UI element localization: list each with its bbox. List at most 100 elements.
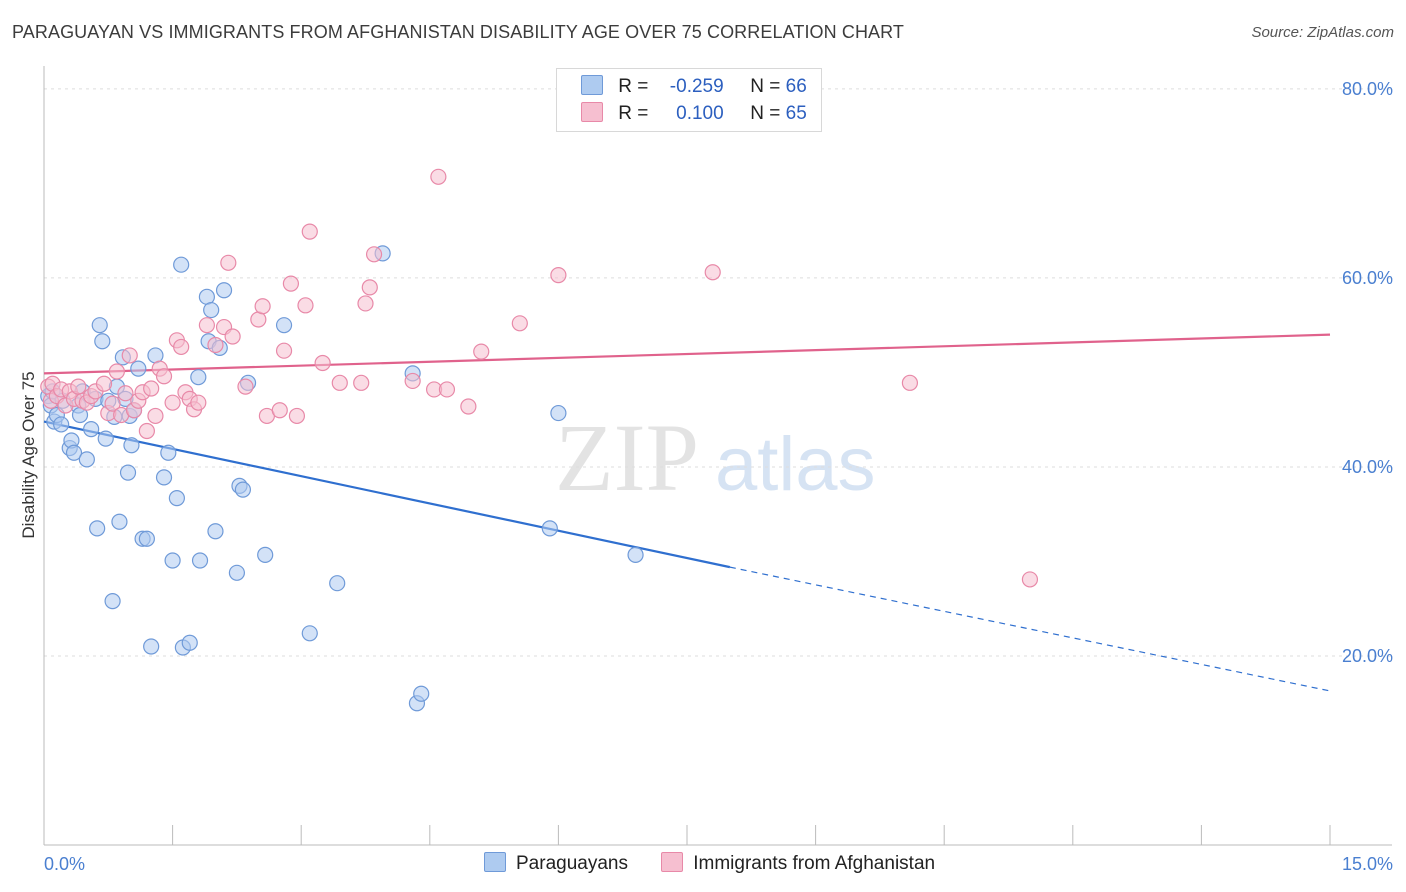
data-point-paraguayans bbox=[627, 546, 644, 563]
pink-swatch-icon bbox=[661, 852, 684, 872]
y-tick-label: 60.0% bbox=[1342, 268, 1393, 288]
y-axis-label: Disability Age Over 75 bbox=[19, 371, 38, 538]
data-point-afghanistan bbox=[301, 223, 318, 240]
data-point-afghanistan bbox=[70, 378, 87, 395]
r-value: -0.259 bbox=[669, 76, 724, 97]
data-point-afghanistan bbox=[275, 342, 293, 359]
data-point-paraguayans bbox=[190, 369, 207, 386]
data-point-paraguayans bbox=[65, 444, 83, 461]
legend-label-paraguayans: Paraguayans bbox=[516, 853, 628, 874]
blue-swatch-icon bbox=[484, 852, 506, 872]
stats-legend: R = -0.259 N = 66 R = 0.100 N = 65 bbox=[556, 68, 822, 132]
trend-line-paraguayans bbox=[43, 420, 731, 569]
data-point-paraguayans bbox=[215, 282, 233, 299]
n-label: N = bbox=[750, 76, 781, 97]
series-legend: Paraguayans Immigrants from Afghanistan bbox=[484, 852, 963, 875]
data-point-afghanistan bbox=[108, 363, 125, 380]
data-point-afghanistan bbox=[121, 347, 138, 364]
data-point-afghanistan bbox=[224, 328, 241, 345]
data-point-afghanistan bbox=[95, 375, 113, 392]
data-point-afghanistan bbox=[361, 279, 378, 296]
data-point-paraguayans bbox=[550, 404, 567, 422]
y-tick-label: 20.0% bbox=[1342, 646, 1393, 666]
data-point-afghanistan bbox=[147, 407, 164, 425]
series-afghanistan bbox=[40, 168, 1039, 588]
data-point-afghanistan bbox=[173, 338, 190, 356]
data-point-paraguayans bbox=[130, 360, 147, 377]
source-credit: Source: ZipAtlas.com bbox=[1251, 24, 1394, 41]
grid-lines bbox=[44, 88, 1392, 657]
data-point-paraguayans bbox=[203, 301, 220, 319]
data-point-afghanistan bbox=[138, 422, 155, 440]
data-point-paraguayans bbox=[94, 333, 111, 350]
data-point-afghanistan bbox=[357, 295, 374, 312]
data-point-paraguayans bbox=[168, 490, 185, 507]
data-point-afghanistan bbox=[314, 354, 331, 372]
data-point-afghanistan bbox=[237, 378, 254, 395]
data-point-paraguayans bbox=[83, 421, 100, 438]
x-tick-label: 15.0% bbox=[1342, 854, 1393, 874]
data-point-afghanistan bbox=[365, 246, 383, 263]
svg-text:ZIP: ZIP bbox=[555, 404, 699, 511]
data-point-paraguayans bbox=[329, 575, 346, 592]
data-point-paraguayans bbox=[234, 481, 252, 498]
n-value: 65 bbox=[785, 103, 807, 124]
data-point-afghanistan bbox=[207, 336, 224, 354]
data-point-paraguayans bbox=[541, 520, 558, 537]
data-point-paraguayans bbox=[181, 634, 198, 651]
data-point-afghanistan bbox=[143, 380, 160, 397]
data-point-afghanistan bbox=[297, 297, 314, 314]
data-point-afghanistan bbox=[220, 254, 237, 271]
series-paraguayans bbox=[40, 245, 644, 712]
n-value: 66 bbox=[785, 76, 807, 97]
data-point-afghanistan bbox=[704, 264, 721, 281]
data-point-paraguayans bbox=[173, 256, 190, 273]
legend-row-afghanistan: R = 0.100 N = 65 bbox=[581, 102, 807, 126]
data-point-paraguayans bbox=[301, 625, 318, 642]
data-point-afghanistan bbox=[282, 275, 300, 292]
data-point-afghanistan bbox=[430, 168, 447, 185]
data-point-paraguayans bbox=[228, 564, 245, 581]
data-point-paraguayans bbox=[138, 530, 155, 547]
data-point-afghanistan bbox=[460, 398, 477, 415]
pink-swatch-icon bbox=[581, 102, 603, 122]
svg-text:atlas: atlas bbox=[715, 422, 876, 507]
legend-label-afghanistan: Immigrants from Afghanistan bbox=[693, 853, 936, 874]
data-point-paraguayans bbox=[207, 523, 224, 540]
r-label: R = bbox=[618, 76, 649, 97]
data-point-afghanistan bbox=[404, 372, 421, 390]
data-point-paraguayans bbox=[104, 593, 121, 610]
blue-swatch-icon bbox=[581, 75, 603, 95]
r-label: R = bbox=[618, 103, 649, 124]
data-point-afghanistan bbox=[901, 374, 919, 391]
legend-row-paraguayans: R = -0.259 N = 66 bbox=[581, 75, 807, 99]
data-point-afghanistan bbox=[117, 385, 134, 402]
data-point-paraguayans bbox=[160, 444, 177, 461]
chart-title: PARAGUAYAN VS IMMIGRANTS FROM AFGHANISTA… bbox=[12, 22, 905, 42]
data-point-paraguayans bbox=[119, 464, 137, 481]
data-point-paraguayans bbox=[53, 416, 70, 433]
data-point-afghanistan bbox=[104, 395, 121, 412]
data-point-afghanistan bbox=[353, 374, 370, 391]
legend-item-afghanistan: Immigrants from Afghanistan bbox=[661, 852, 935, 875]
data-point-afghanistan bbox=[198, 317, 215, 334]
data-point-paraguayans bbox=[89, 520, 106, 537]
trend-line-afghanistan bbox=[43, 333, 1331, 375]
legend-item-paraguayans: Paraguayans bbox=[484, 852, 628, 875]
data-point-paraguayans bbox=[111, 513, 128, 530]
data-point-afghanistan bbox=[271, 402, 288, 419]
data-point-paraguayans bbox=[78, 451, 95, 468]
y-tick-label: 80.0% bbox=[1342, 79, 1393, 99]
data-point-paraguayans bbox=[155, 469, 173, 486]
data-point-afghanistan bbox=[164, 394, 181, 411]
data-point-paraguayans bbox=[275, 317, 293, 334]
data-point-paraguayans bbox=[91, 317, 108, 334]
data-point-afghanistan bbox=[254, 298, 271, 315]
data-point-afghanistan bbox=[511, 315, 528, 332]
data-point-paraguayans bbox=[257, 546, 274, 563]
data-point-paraguayans bbox=[413, 685, 430, 702]
data-point-afghanistan bbox=[155, 368, 173, 385]
data-point-paraguayans bbox=[97, 430, 114, 447]
data-point-afghanistan bbox=[473, 343, 490, 360]
